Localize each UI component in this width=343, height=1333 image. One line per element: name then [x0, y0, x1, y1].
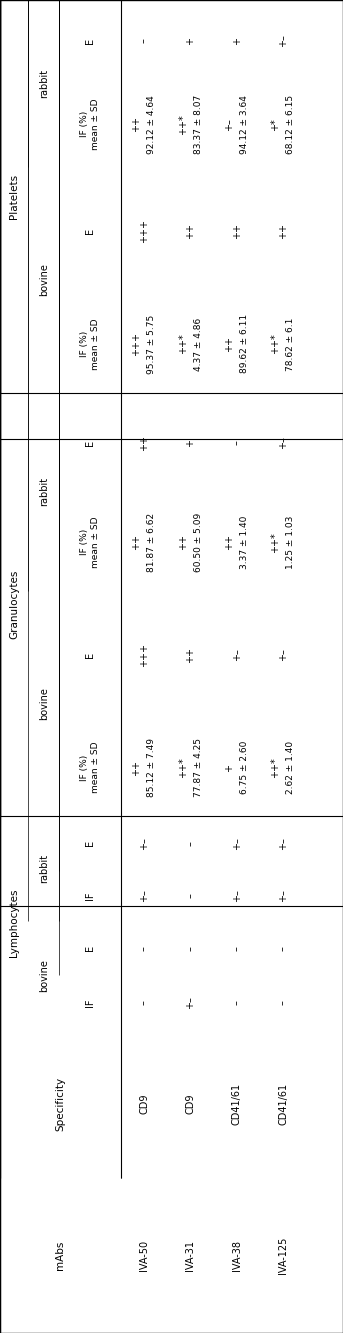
Text: –: –	[139, 1000, 149, 1005]
Text: Platelets: Platelets	[9, 173, 19, 219]
Text: Lymphocytes: Lymphocytes	[9, 889, 19, 957]
Text: 1.25 ± 1.03: 1.25 ± 1.03	[286, 516, 295, 569]
Text: 68.12 ± 6.15: 68.12 ± 6.15	[286, 95, 295, 153]
Text: ++: ++	[131, 535, 141, 551]
Text: –: –	[232, 1000, 242, 1005]
Text: –: –	[278, 1000, 288, 1005]
Text: ++: ++	[186, 647, 196, 663]
Text: CD41/61: CD41/61	[278, 1082, 288, 1125]
Text: rabbit: rabbit	[39, 477, 49, 507]
Text: 81.87 ± 6.62: 81.87 ± 6.62	[147, 513, 156, 572]
Text: 60.50 ± 5.09: 60.50 ± 5.09	[194, 512, 203, 572]
Text: E: E	[85, 652, 95, 659]
Text: ++: ++	[186, 223, 196, 239]
Text: Specificity: Specificity	[56, 1077, 66, 1130]
Text: IF (%)
mean ± SD: IF (%) mean ± SD	[80, 741, 100, 793]
Text: ++: ++	[232, 223, 242, 239]
Text: +–: +–	[232, 889, 242, 902]
Text: rabbit: rabbit	[39, 69, 49, 99]
Text: 78.62 ± 6.1: 78.62 ± 6.1	[286, 317, 295, 371]
Text: 2.62 ± 1.40: 2.62 ± 1.40	[286, 741, 295, 794]
Text: 94.12 ± 3.64: 94.12 ± 3.64	[240, 95, 249, 153]
Text: 92.12 ± 4.64: 92.12 ± 4.64	[147, 95, 156, 153]
Text: 6.75 ± 2.60: 6.75 ± 2.60	[240, 741, 249, 794]
Text: ++: ++	[278, 223, 288, 239]
Text: mAbs: mAbs	[56, 1241, 66, 1270]
Text: +++: +++	[139, 219, 149, 243]
Text: rabbit: rabbit	[39, 854, 49, 884]
Text: +–: +–	[186, 996, 196, 1009]
Text: ++: ++	[131, 760, 141, 776]
Text: bovine: bovine	[39, 686, 49, 720]
Text: 3.37 ± 1.40: 3.37 ± 1.40	[240, 516, 249, 569]
Text: –: –	[278, 946, 288, 950]
Text: Granulocytes: Granulocytes	[9, 569, 19, 639]
Text: +*: +*	[270, 119, 280, 131]
Text: +–: +–	[278, 35, 288, 47]
Text: 89.62 ± 6.11: 89.62 ± 6.11	[240, 315, 249, 373]
Text: ++: ++	[139, 435, 149, 451]
Text: ++*: ++*	[270, 333, 280, 355]
Text: CD41/61: CD41/61	[232, 1082, 242, 1125]
Text: +: +	[186, 439, 196, 447]
Text: –: –	[186, 893, 196, 898]
Text: IF (%)
mean ± SD: IF (%) mean ± SD	[80, 99, 100, 151]
Text: +++: +++	[131, 332, 141, 356]
Text: IVA-31: IVA-31	[186, 1240, 196, 1270]
Text: +–: +–	[139, 837, 149, 849]
Text: ++: ++	[131, 116, 141, 132]
Text: 95.37 ± 5.75: 95.37 ± 5.75	[147, 315, 156, 373]
Text: –: –	[186, 946, 196, 950]
Text: ++*: ++*	[270, 532, 280, 552]
Text: +–: +–	[278, 837, 288, 849]
Text: E: E	[85, 840, 95, 846]
Text: IF (%)
mean ± SD: IF (%) mean ± SD	[80, 319, 100, 369]
Text: +–: +–	[232, 837, 242, 849]
Text: ++: ++	[178, 535, 188, 551]
Text: ++*: ++*	[270, 757, 280, 778]
Text: IF: IF	[85, 892, 95, 900]
Text: +–: +–	[278, 648, 288, 661]
Text: IVA-50: IVA-50	[139, 1240, 149, 1270]
Text: ++: ++	[224, 535, 234, 551]
Text: CD9: CD9	[186, 1093, 196, 1114]
Text: IF (%)
mean ± SD: IF (%) mean ± SD	[80, 516, 100, 568]
Text: IF: IF	[85, 998, 95, 1006]
Text: IVA-125: IVA-125	[278, 1237, 288, 1274]
Text: bovine: bovine	[39, 958, 49, 992]
Text: CD9: CD9	[139, 1093, 149, 1114]
Text: –: –	[139, 39, 149, 43]
Text: 85.12 ± 7.49: 85.12 ± 7.49	[147, 738, 156, 797]
Text: 77.87 ± 4.25: 77.87 ± 4.25	[194, 738, 203, 797]
Text: +: +	[232, 37, 242, 45]
Text: ++*: ++*	[178, 115, 188, 135]
Text: IVA-38: IVA-38	[232, 1240, 242, 1270]
Text: +: +	[224, 764, 234, 772]
Text: ++: ++	[224, 336, 234, 352]
Text: +: +	[186, 37, 196, 45]
Text: +–: +–	[278, 437, 288, 449]
Text: 83.37 ± 8.07: 83.37 ± 8.07	[194, 95, 203, 155]
Text: bovine: bovine	[39, 264, 49, 296]
Text: +–: +–	[232, 648, 242, 661]
Text: E: E	[85, 37, 95, 44]
Text: +–: +–	[139, 889, 149, 902]
Text: +–: +–	[278, 889, 288, 902]
Text: E: E	[85, 440, 95, 447]
Text: 4.37 ± 4.86: 4.37 ± 4.86	[194, 317, 203, 371]
Text: –: –	[232, 946, 242, 950]
Text: –: –	[232, 441, 242, 445]
Text: ++*: ++*	[178, 333, 188, 355]
Text: E: E	[85, 228, 95, 235]
Text: –: –	[186, 841, 196, 845]
Text: +++: +++	[139, 643, 149, 666]
Text: ++*: ++*	[178, 757, 188, 778]
Text: –: –	[139, 946, 149, 950]
Text: E: E	[85, 945, 95, 952]
Text: +–: +–	[224, 117, 234, 131]
